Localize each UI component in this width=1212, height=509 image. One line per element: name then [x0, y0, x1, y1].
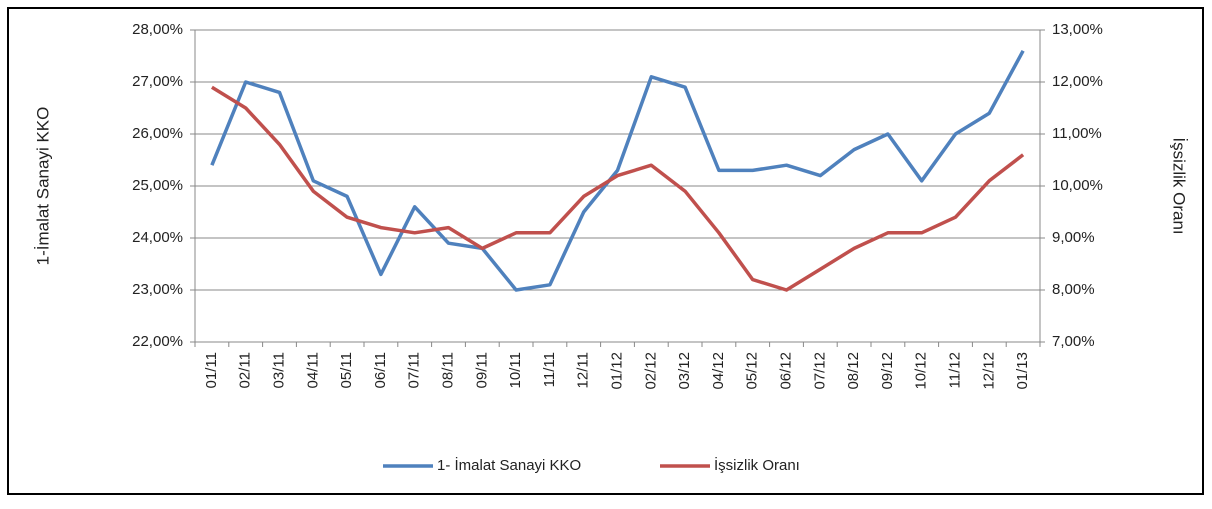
x-tick-label: 11/12 — [946, 352, 963, 388]
y-tick-label: 23,00% — [132, 281, 183, 298]
x-tick-label: 06/12 — [777, 352, 794, 390]
x-tick-label: 10/11 — [507, 352, 524, 388]
series-line — [210, 49, 1025, 292]
x-tick-label: 09/11 — [473, 352, 490, 388]
y-axis-label: 1-İmalat Sanayi KKO — [33, 107, 52, 266]
legend-label: İşsizlik Oranı — [714, 456, 800, 474]
series-line — [210, 85, 1025, 292]
y-tick-label: 26,00% — [132, 125, 183, 142]
y2-tick-label: 13,00% — [1052, 21, 1103, 38]
x-tick-label: 11/11 — [541, 352, 558, 387]
x-tick-label: 01/13 — [1014, 352, 1031, 390]
y-tick-label: 22,00% — [132, 333, 183, 350]
x-tick-label: 01/11 — [203, 352, 220, 388]
y-tick-label: 27,00% — [132, 73, 183, 90]
x-tick-label: 05/12 — [744, 352, 761, 390]
x-tick-label: 12/11 — [575, 352, 592, 388]
x-tick-label: 01/12 — [608, 352, 625, 390]
x-tick-label: 07/11 — [406, 352, 423, 388]
x-tick-label: 12/12 — [980, 352, 997, 390]
y-tick-label: 28,00% — [132, 21, 183, 38]
x-tick-label: 09/12 — [879, 352, 896, 390]
y2-tick-label: 9,00% — [1052, 229, 1095, 246]
x-tick-label: 02/11 — [237, 352, 254, 388]
x-tick-label: 04/12 — [710, 352, 727, 390]
y2-tick-label: 12,00% — [1052, 73, 1103, 90]
y2-tick-label: 7,00% — [1052, 333, 1095, 350]
x-tick-label: 03/11 — [270, 352, 287, 388]
x-tick-label: 03/12 — [676, 352, 693, 390]
y2-axis-label: İşsizlik Oranı — [1170, 137, 1189, 234]
x-tick-label: 02/12 — [642, 352, 659, 390]
chart-border — [7, 7, 1204, 495]
y2-tick-label: 11,00% — [1052, 125, 1102, 142]
x-tick-label: 06/11 — [372, 352, 389, 388]
x-tick-label: 08/11 — [439, 352, 456, 388]
x-tick-label: 05/11 — [338, 352, 355, 388]
y-tick-label: 25,00% — [132, 177, 183, 194]
y2-tick-label: 8,00% — [1052, 281, 1095, 298]
legend-label: 1- İmalat Sanayi KKO — [437, 456, 581, 474]
x-tick-label: 08/12 — [845, 352, 862, 390]
y2-tick-label: 10,00% — [1052, 177, 1103, 194]
x-tick-label: 07/12 — [811, 352, 828, 390]
y-tick-label: 24,00% — [132, 229, 183, 246]
x-tick-label: 04/11 — [304, 352, 321, 388]
x-tick-label: 10/12 — [913, 352, 930, 390]
